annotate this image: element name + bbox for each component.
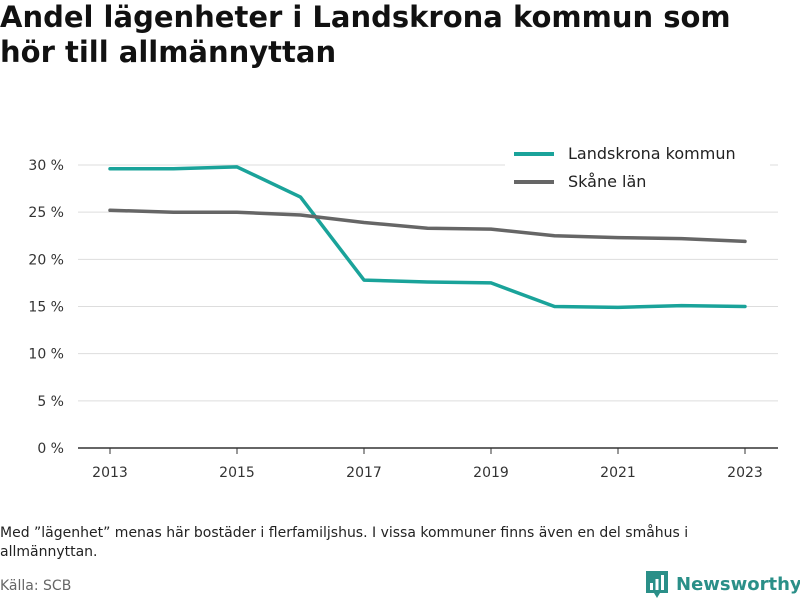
- y-tick-label: 20 %: [28, 252, 64, 268]
- y-tick-label: 30 %: [28, 158, 64, 174]
- series-line: [108, 165, 747, 310]
- x-tick-label: 2017: [346, 465, 382, 481]
- legend-background: [505, 140, 770, 196]
- y-tick-label: 15 %: [28, 300, 64, 316]
- series-lines: [108, 165, 747, 310]
- x-tick-label: 2019: [473, 465, 509, 481]
- y-tick-label: 25 %: [28, 205, 64, 221]
- legend: Landskrona kommun Skåne län: [505, 140, 770, 196]
- y-tick-label: 5 %: [37, 394, 64, 410]
- x-tick-label: 2015: [219, 465, 255, 481]
- y-axis: 0 % 5 % 10 % 15 % 20 % 25 % 30 %: [28, 158, 64, 457]
- y-tick-label: 0 %: [37, 441, 64, 457]
- legend-label: Skåne län: [568, 172, 646, 191]
- x-tick-label: 2013: [92, 465, 128, 481]
- brand-name: Newsworthy: [676, 573, 800, 595]
- brand-logo: Newsworthy: [644, 568, 800, 600]
- x-tick-label: 2021: [600, 465, 636, 481]
- footnote: Med ”lägenhet” menas här bostäder i fler…: [0, 525, 689, 560]
- y-tick-label: 10 %: [28, 347, 64, 363]
- x-axis: 2013 2015 2017 2019 2021 2023: [78, 447, 778, 481]
- source-label: Källa: SCB: [0, 578, 72, 594]
- legend-label: Landskrona kommun: [568, 144, 736, 163]
- bar-chart-logo-icon: [646, 571, 668, 598]
- chart-title: Andel lägenheter i Landskrona kommun som…: [0, 0, 731, 69]
- x-tick-label: 2023: [727, 465, 763, 481]
- series-line: [108, 208, 747, 244]
